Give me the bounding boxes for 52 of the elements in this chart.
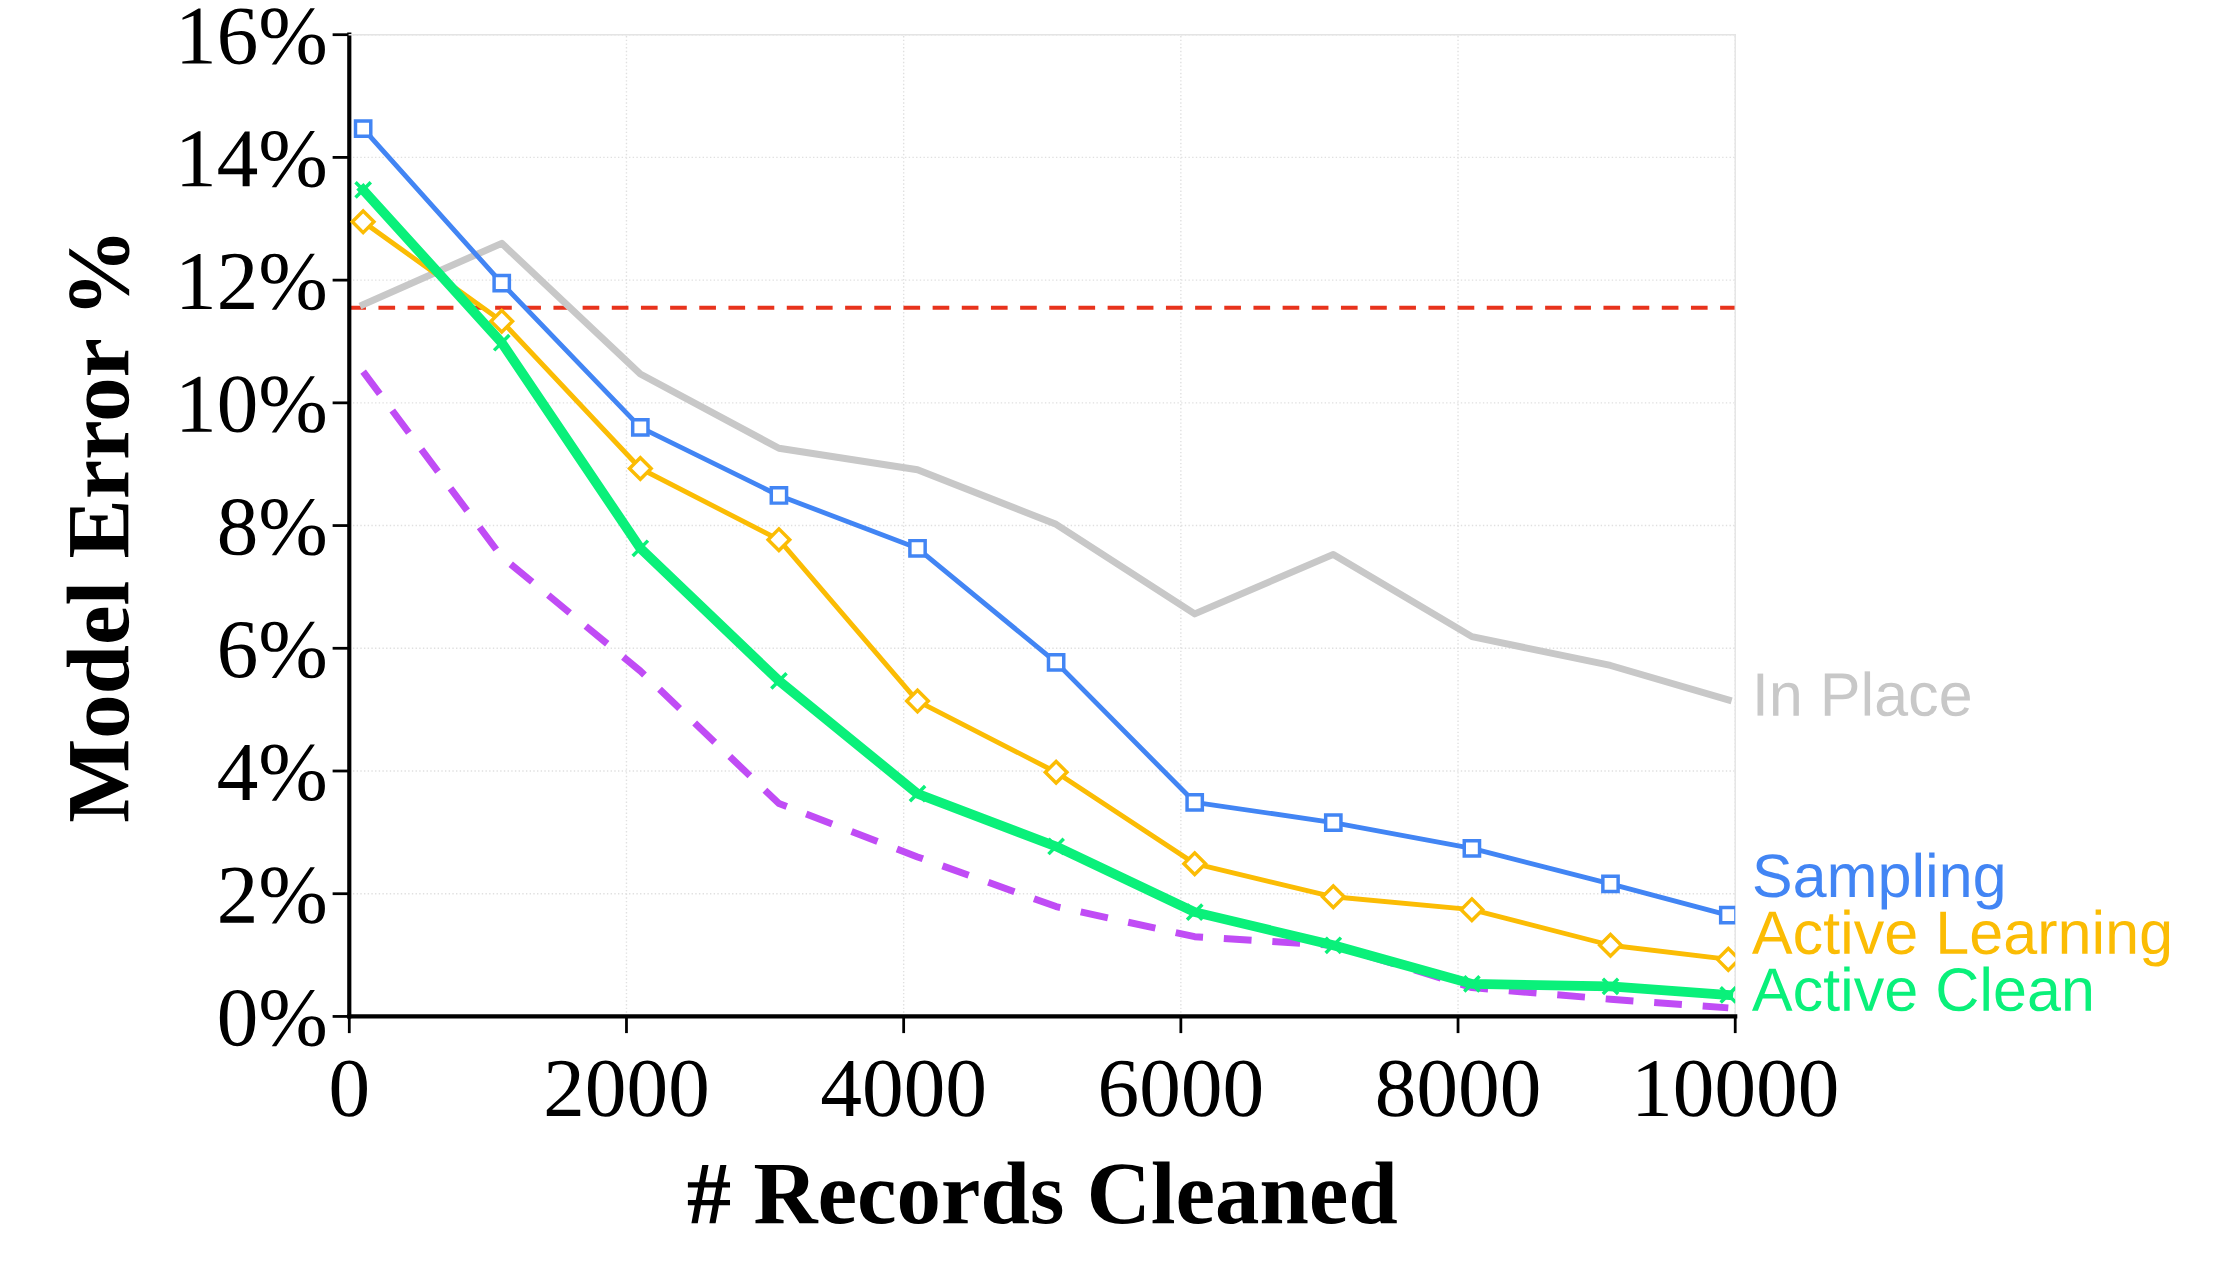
point bbox=[1043, 759, 1069, 785]
point bbox=[1185, 792, 1205, 812]
point bbox=[1462, 838, 1482, 858]
point bbox=[492, 273, 512, 293]
point bbox=[1320, 884, 1346, 910]
point bbox=[904, 688, 931, 714]
x-tick-label: 6000 bbox=[1101, 1060, 1261, 1117]
point bbox=[1601, 976, 1620, 996]
point bbox=[1182, 851, 1208, 877]
point bbox=[353, 180, 373, 200]
point bbox=[1459, 897, 1485, 923]
point bbox=[769, 486, 789, 505]
x-tick-label: 2000 bbox=[546, 1060, 707, 1117]
point bbox=[766, 527, 792, 553]
point bbox=[1718, 905, 1736, 925]
y-axis-title: Model Error % bbox=[66, 236, 130, 822]
y-tick-label: 6% bbox=[220, 621, 325, 679]
x-tick-label: 0 bbox=[331, 1060, 367, 1117]
point bbox=[769, 671, 789, 691]
y-tick-label: 16% bbox=[182, 8, 325, 65]
point bbox=[353, 119, 373, 138]
point bbox=[1323, 813, 1343, 832]
point bbox=[1323, 935, 1343, 955]
point bbox=[1462, 974, 1482, 994]
y-tick-label: 0% bbox=[219, 989, 325, 1047]
point bbox=[1601, 874, 1620, 894]
point bbox=[908, 538, 927, 558]
point bbox=[1718, 985, 1736, 1005]
point bbox=[1046, 837, 1066, 856]
series-label: Active Clean bbox=[1751, 966, 2091, 1012]
point bbox=[1185, 902, 1205, 922]
y-tick-label: 10% bbox=[182, 376, 325, 433]
point bbox=[1597, 932, 1624, 958]
y-tick-label: 14% bbox=[182, 130, 325, 188]
point bbox=[350, 209, 376, 235]
x-tick-label: 10000 bbox=[1638, 1060, 1837, 1117]
y-tick-label: 4% bbox=[218, 744, 325, 802]
point bbox=[630, 418, 650, 437]
point bbox=[489, 308, 515, 334]
x-tick-label: 4000 bbox=[821, 1060, 984, 1117]
point bbox=[908, 784, 927, 804]
point bbox=[630, 538, 650, 558]
y-tick-label: 2% bbox=[220, 867, 325, 924]
point bbox=[1046, 653, 1066, 672]
series-label: Sampling bbox=[1754, 852, 2003, 910]
series-label: Active Learning bbox=[1751, 909, 2170, 967]
x-tick-label: 8000 bbox=[1377, 1060, 1539, 1117]
point bbox=[627, 455, 653, 482]
x-axis-title: # Records Cleaned bbox=[687, 1161, 1397, 1225]
point bbox=[492, 333, 512, 353]
y-tick-label: 8% bbox=[219, 499, 325, 556]
y-tick-label: 12% bbox=[182, 253, 325, 311]
